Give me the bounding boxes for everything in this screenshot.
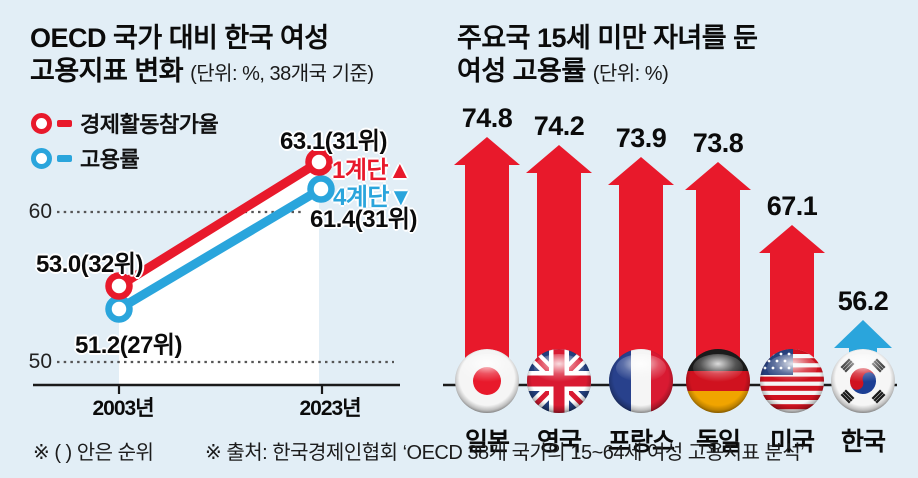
flag-france-icon <box>609 349 673 413</box>
point-label-2023-employment: 61.4(31위) <box>310 206 417 233</box>
legend-label-participation: 경제활동참가율 <box>80 112 219 137</box>
left-chart-title: OECD 국가 대비 한국 여성 고용지표 변화 (단위: %, 38개국 기준… <box>30 22 374 91</box>
marker-employment-icon <box>307 175 335 203</box>
value-label-usa: 67.1 <box>766 191 818 221</box>
value-label-germany: 73.8 <box>692 128 744 158</box>
point-label-2003-employment: 51.2(27위) <box>75 332 182 359</box>
legend-stub-red-icon <box>57 119 72 127</box>
flag-usa-icon <box>760 349 824 413</box>
arrow-bar-uk <box>526 145 592 381</box>
line-employment <box>114 184 326 314</box>
point-label-2023-participation: 63.1(31위) <box>280 128 387 155</box>
marker-participation-icon <box>105 272 133 300</box>
legend-stub-blue-icon <box>57 154 72 162</box>
xtick-2003: 2003년 <box>92 397 154 420</box>
right-title-line2: 여성 고용률 (단위: %) <box>457 56 669 86</box>
footnote-source: ※ 출처: 한국경제인협회 ‘OECD 38개 국가의 15~64세 여성 고용… <box>205 442 805 464</box>
country-label-uk: 영국 <box>536 428 582 456</box>
arrow-bar-usa <box>759 225 825 381</box>
right-chart-title: 주요국 15세 미만 자녀를 둔 여성 고용률 (단위: %) <box>457 22 758 91</box>
country-label-germany: 독일 <box>695 428 741 456</box>
arrow-bar-japan <box>454 137 520 381</box>
value-label-uk: 74.2 <box>533 111 585 141</box>
flag-korea-icon <box>831 349 895 413</box>
flag-uk-icon <box>527 349 591 413</box>
left-title-unit: (단위: %, 38개국 기준) <box>190 63 374 85</box>
line-participation <box>114 157 324 291</box>
arrow-bars-group <box>454 137 892 381</box>
left-title-line2: 고용지표 변화 (단위: %, 38개국 기준) <box>30 56 374 86</box>
ytick-60: 60 <box>28 200 52 223</box>
arrow-bar-germany <box>685 162 751 381</box>
legend-label-employment: 고용률 <box>80 147 140 172</box>
footnote-rank-note: ※ ( ) 안은 순위 <box>33 442 154 464</box>
country-label-japan: 일본 <box>464 428 510 456</box>
country-label-korea: 한국 <box>840 428 886 456</box>
value-label-france: 73.9 <box>615 123 667 153</box>
value-label-korea: 56.2 <box>837 286 889 316</box>
right-title-line1: 주요국 15세 미만 자녀를 둔 <box>457 23 758 53</box>
legend-marker-blue-icon <box>31 147 52 169</box>
arrow-bar-france <box>608 157 674 381</box>
line-series-group <box>105 148 335 323</box>
right-title-unit: (단위: %) <box>592 63 669 85</box>
legend-marker-red-icon <box>31 112 52 134</box>
country-label-usa: 미국 <box>769 428 815 456</box>
value-label-japan: 74.8 <box>461 103 513 133</box>
rank-change-employment: 4계단▼ <box>333 184 413 211</box>
left-chart-plot <box>33 148 400 394</box>
flag-germany-icon <box>686 349 750 413</box>
rank-change-participation: 1계단▲ <box>332 157 412 184</box>
point-label-2003-participation: 53.0(32위) <box>36 251 143 278</box>
right-chart-plot <box>443 137 897 413</box>
legend-item-participation: 경제활동참가율 <box>31 107 219 139</box>
xtick-2023: 2023년 <box>299 397 361 420</box>
ytick-50: 50 <box>28 350 52 373</box>
flag-japan-icon <box>455 349 519 413</box>
legend-item-employment: 고용률 <box>31 142 140 174</box>
marker-employment-icon <box>105 295 133 323</box>
country-label-france: 프랑스 <box>607 428 675 456</box>
left-title-line1: OECD 국가 대비 한국 여성 <box>30 23 329 53</box>
marker-participation-icon <box>305 148 333 176</box>
